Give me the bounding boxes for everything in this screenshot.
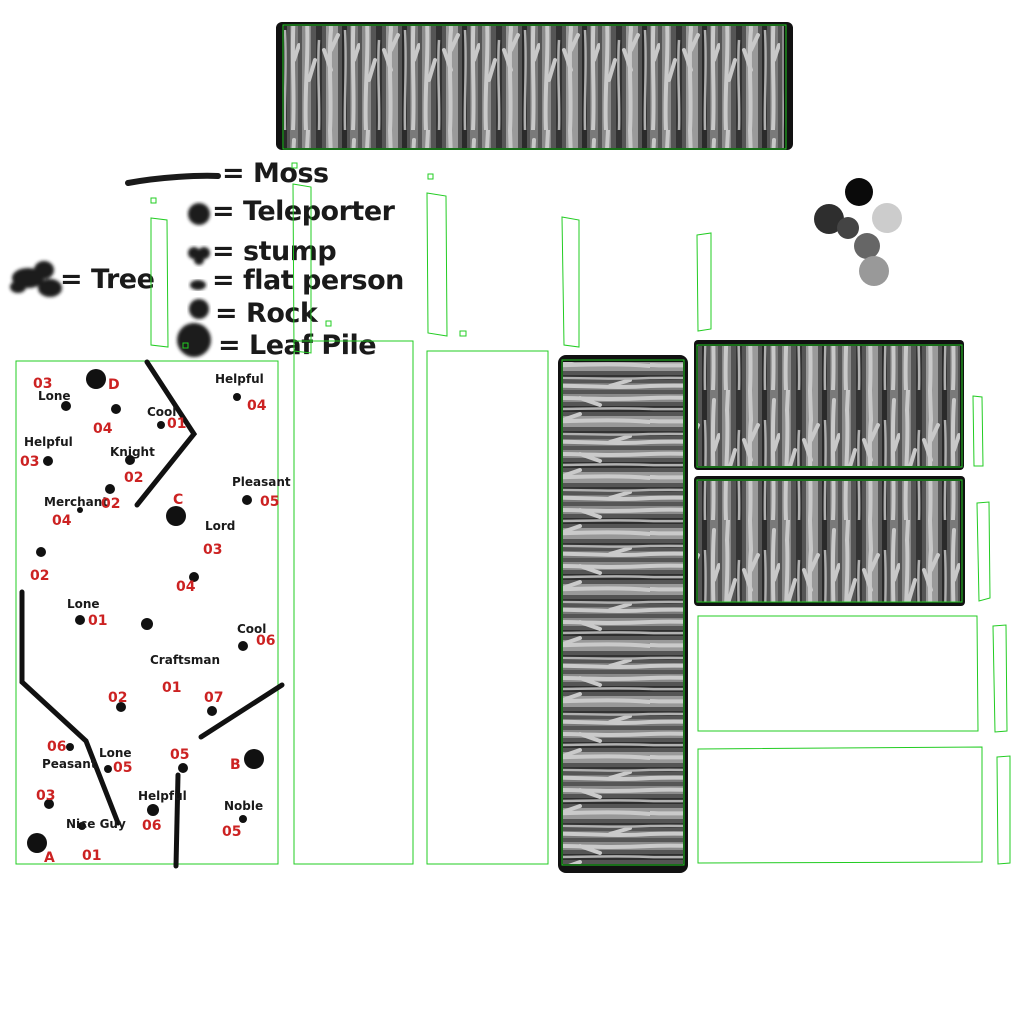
npc-number: 05 bbox=[113, 760, 132, 776]
npc-number: 05 bbox=[260, 494, 279, 510]
npc-number: 01 bbox=[167, 416, 186, 432]
legend-tree: = Tree bbox=[60, 264, 154, 295]
npc-name: Craftsman bbox=[150, 653, 220, 667]
legend-rock: = Rock bbox=[215, 298, 319, 329]
map-number: 02 bbox=[30, 568, 49, 584]
legend-moss: = Moss bbox=[222, 158, 329, 189]
middle-grass-texture bbox=[558, 355, 688, 873]
rock-icon bbox=[189, 299, 209, 319]
npc-name: Helpful bbox=[24, 435, 73, 449]
npc-number: 01 bbox=[88, 613, 107, 629]
npc-number: 04 bbox=[52, 513, 72, 529]
moss-icon bbox=[125, 172, 221, 186]
teleporter-icon bbox=[188, 203, 210, 225]
uv-panels bbox=[293, 340, 983, 865]
npc-number: 04 bbox=[247, 398, 267, 414]
map-number: 03 bbox=[36, 788, 55, 804]
swatch-dark bbox=[814, 204, 844, 234]
teleporter-b-label: B bbox=[230, 757, 241, 773]
swatch-lightgray bbox=[872, 203, 902, 233]
npc-number: 02 bbox=[124, 470, 143, 486]
legend-teleporter: = Teleporter bbox=[212, 196, 396, 227]
teleporter-a bbox=[27, 833, 47, 853]
teleporter-d-label: D bbox=[108, 377, 120, 393]
npc-name: Lone bbox=[38, 389, 71, 403]
map-number: 02 bbox=[108, 690, 127, 706]
teleporter-c-label: C bbox=[173, 492, 183, 508]
right-bark-texture-lower bbox=[694, 476, 965, 606]
npc-number: 06 bbox=[47, 739, 66, 755]
legend-leaf-pile: = Leaf Pile bbox=[218, 330, 376, 361]
swatch-darkgray bbox=[837, 217, 859, 239]
top-bark-texture bbox=[276, 22, 793, 150]
stump-icon bbox=[188, 247, 210, 265]
flat-person-icon bbox=[190, 280, 206, 290]
swatch-midgray bbox=[859, 256, 889, 286]
uv-box-middle bbox=[561, 359, 685, 866]
npc-name: Pleasant bbox=[232, 475, 291, 489]
npc-name: Merchant bbox=[44, 495, 108, 509]
npc-number: 06 bbox=[142, 818, 161, 834]
moss-walls bbox=[19, 359, 285, 869]
npc-name: Lone bbox=[99, 746, 132, 760]
uv-box-right-lower bbox=[696, 479, 963, 603]
npc-name: Nice Guy bbox=[66, 817, 126, 831]
npc-number: 06 bbox=[256, 633, 275, 649]
npc-number: 03 bbox=[20, 454, 39, 470]
npc-name: Noble bbox=[224, 799, 263, 813]
npc-number: 05 bbox=[222, 824, 241, 840]
npc-number: 01 bbox=[82, 848, 101, 864]
npc-name: Helpful bbox=[215, 372, 264, 386]
npc-name: Peasant bbox=[42, 757, 97, 771]
right-bark-texture-upper bbox=[694, 340, 964, 470]
npc-name: Lone bbox=[67, 597, 100, 611]
teleporter-d bbox=[86, 369, 106, 389]
map-number: 07 bbox=[204, 690, 223, 706]
npc-number: 03 bbox=[33, 376, 52, 392]
legend-flat-person: = flat person bbox=[212, 265, 404, 296]
uv-box-top bbox=[282, 24, 787, 150]
teleporter-c bbox=[166, 506, 186, 526]
map-panel: D C B A Lone 03 Helpful 04 Cool 01 Helpf… bbox=[15, 359, 291, 869]
swatch-gray bbox=[854, 233, 880, 259]
npc-name: Helpful bbox=[138, 789, 187, 803]
npc-name: Knight bbox=[110, 445, 155, 459]
map-number: 04 bbox=[176, 579, 196, 595]
uv-islands-small bbox=[150, 162, 1011, 865]
map-markers bbox=[36, 393, 252, 830]
npc-name: Lord bbox=[205, 519, 235, 533]
teleporter-b bbox=[244, 749, 264, 769]
teleporter-a-label: A bbox=[44, 850, 55, 866]
color-swatches bbox=[814, 178, 902, 286]
npc-name: Cool bbox=[147, 405, 176, 419]
swatch-black bbox=[845, 178, 873, 206]
tree-icon bbox=[10, 261, 62, 297]
npc-number: 01 bbox=[162, 680, 181, 696]
map-number: 02 bbox=[101, 496, 120, 512]
legend: = Moss = Teleporter = stump = flat perso… bbox=[10, 158, 404, 361]
uv-box-right-upper bbox=[696, 344, 963, 468]
map-number: 04 bbox=[93, 421, 113, 437]
npc-name: Cool bbox=[237, 622, 266, 636]
npc-number: 03 bbox=[203, 542, 222, 558]
map-number: 05 bbox=[170, 747, 189, 763]
leaf-pile-icon bbox=[177, 323, 211, 357]
legend-stump: = stump bbox=[212, 236, 336, 267]
